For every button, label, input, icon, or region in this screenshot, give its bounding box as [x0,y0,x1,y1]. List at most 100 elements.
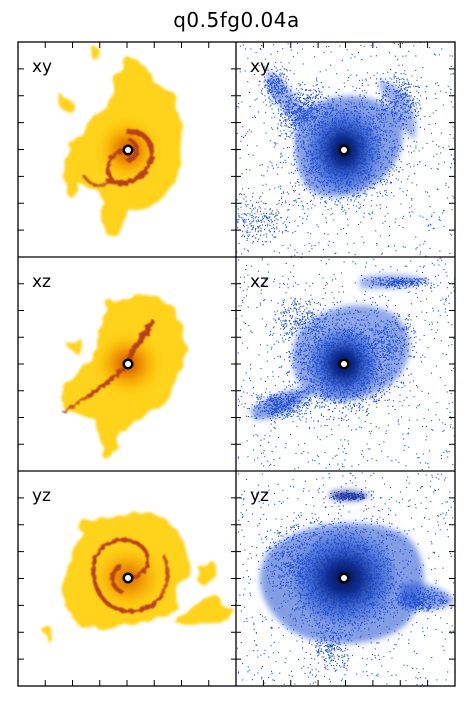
star-particle [371,212,373,214]
star-particle [401,64,403,66]
star-particle [305,89,307,91]
star-particle [278,110,280,112]
star-particle [398,159,400,161]
star-particle [402,138,404,140]
star-particle [416,102,418,104]
star-particle [284,159,286,161]
star-particle [294,151,296,153]
star-particle [338,94,340,96]
star-particle [274,116,276,118]
star-particle [323,406,325,408]
star-particle [414,96,416,98]
star-particle [304,84,306,86]
star-particle [451,209,453,211]
star-particle [289,122,291,124]
star-particle [303,93,305,95]
star-particle [282,191,284,193]
star-particle [306,215,308,217]
star-particle [450,73,452,75]
star-particle [296,161,298,163]
star-particle [269,224,271,226]
star-particle [357,52,359,54]
star-particle [263,175,265,177]
star-particle [325,200,327,202]
star-particle [402,217,404,219]
star-particle [269,99,271,101]
star-particle [278,135,280,137]
star-particle [285,125,287,127]
star-particle [266,236,268,238]
star-particle [406,194,408,196]
star-particle [291,124,293,126]
star-particle [400,88,402,90]
star-particle [412,99,414,101]
star-particle [262,88,264,90]
star-particle [304,244,306,246]
star-particle [241,202,243,204]
star-particle [389,170,391,172]
star-particle [393,42,395,44]
star-particle [284,124,286,126]
star-particle [313,197,315,199]
star-particle [302,63,304,65]
star-particle [295,122,297,124]
star-particle [400,78,402,80]
star-particle [300,92,302,94]
star-particle [280,109,282,111]
star-particle [286,124,288,126]
star-particle [245,221,247,223]
panel-gas-xy [60,46,183,237]
star-particle [403,88,405,90]
star-particle [317,101,319,103]
star-particle [326,97,328,99]
star-particle [305,90,307,92]
star-particle [278,212,280,214]
star-particle [312,97,314,99]
star-particle [322,401,324,403]
star-particle [376,204,378,206]
star-particle [393,77,395,79]
star-particle [247,131,249,133]
star-particle [407,96,409,98]
star-particle [309,192,311,194]
star-particle [450,66,452,68]
star-particle [341,205,343,207]
star-particle [302,208,304,210]
star-particle [289,182,291,184]
star-particle [300,100,302,102]
star-particle [246,238,248,240]
star-particle [275,101,277,103]
star-particle [268,98,270,100]
star-particle [362,405,364,407]
star-particle [241,253,243,255]
star-particle [333,401,335,403]
star-particle [425,255,427,257]
star-particle [348,403,350,405]
star-particle [393,74,395,76]
star-particle [260,200,262,202]
star-particle [402,128,404,130]
star-particle [304,104,306,106]
star-particle [360,427,362,429]
star-particle [271,100,273,102]
star-particle [264,86,266,88]
star-particle [397,59,399,61]
star-particle [354,404,356,406]
star-particle [296,88,298,90]
star-particle [254,237,256,239]
star-particle [240,206,242,208]
star-particle [411,75,413,77]
star-particle [245,48,247,50]
star-particle [294,128,296,130]
star-particle [247,218,249,220]
star-particle [274,220,276,222]
star-particle [336,73,338,75]
star-particle [274,142,276,144]
star-particle [338,410,340,412]
star-particle [260,221,262,223]
star-particle [400,85,402,87]
star-particle [249,129,251,131]
star-particle [292,128,294,130]
star-particle [385,189,387,191]
star-particle [283,74,285,76]
